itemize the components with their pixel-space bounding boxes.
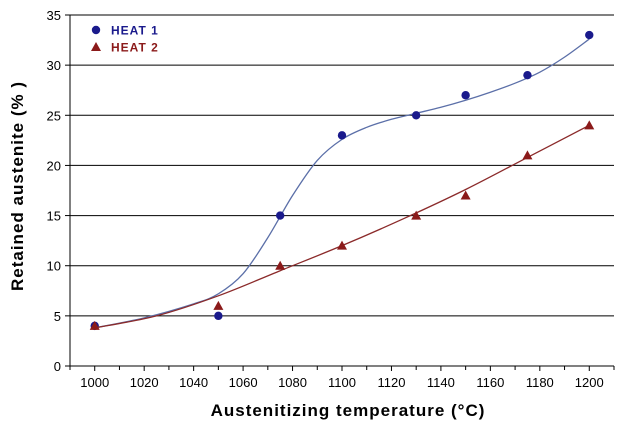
x-tick-label: 1080 (278, 375, 307, 390)
x-tick-label: 1140 (427, 375, 455, 390)
grid (70, 14, 614, 317)
x-tick-label: 1000 (80, 375, 109, 390)
y-tick-label: 5 (54, 309, 61, 324)
data-point (523, 70, 532, 80)
series-layer (89, 30, 595, 331)
x-tick-label: 1060 (229, 375, 258, 390)
data-point (89, 320, 100, 330)
y-tick-label: 25 (47, 108, 61, 123)
data-point (275, 260, 286, 270)
series-heat-2 (89, 120, 595, 330)
legend-marker (91, 42, 101, 51)
y-tick-label: 35 (47, 8, 61, 23)
data-point (585, 30, 594, 40)
y-tick-label: 15 (47, 209, 61, 224)
y-tick-label: 20 (47, 158, 61, 173)
legend-marker (91, 25, 101, 35)
trend-line (94, 38, 590, 329)
legend-label: HEAT 2 (111, 41, 159, 55)
data-point (411, 210, 422, 220)
data-point (522, 150, 533, 160)
data-point (337, 131, 347, 140)
data-point (460, 190, 471, 200)
y-tick-label: 30 (47, 58, 61, 73)
legend: HEAT 1 HEAT 2 (91, 24, 159, 55)
x-tick-label: 1040 (179, 375, 208, 390)
data-point (337, 240, 347, 250)
data-point (461, 91, 470, 100)
data-point (584, 120, 595, 130)
x-tick-label: 1180 (526, 375, 554, 390)
series-heat-1 (90, 30, 594, 331)
y-tick-label: 0 (54, 359, 61, 374)
x-tick-label: 1100 (328, 375, 356, 390)
y-tick-label: 10 (47, 259, 61, 274)
x-tick-label: 1020 (130, 375, 159, 390)
data-point (411, 111, 421, 120)
data-point (214, 311, 223, 321)
data-point (213, 300, 224, 310)
x-tick-label: 1120 (377, 375, 405, 390)
x-tick-label: 1160 (476, 375, 504, 390)
x-tick-label: 1200 (575, 375, 604, 390)
axes: 0 5 10 15 20 25 30 35 1000 1020 1040 1060 1080 1100 11… (47, 8, 615, 390)
legend-label: HEAT 1 (111, 24, 159, 38)
trend-line (94, 124, 590, 329)
y-axis-title: Retained austenite (% ) (8, 81, 27, 291)
x-axis-title: Austenitizing temperature (°C) (211, 401, 486, 420)
data-point (275, 211, 285, 220)
